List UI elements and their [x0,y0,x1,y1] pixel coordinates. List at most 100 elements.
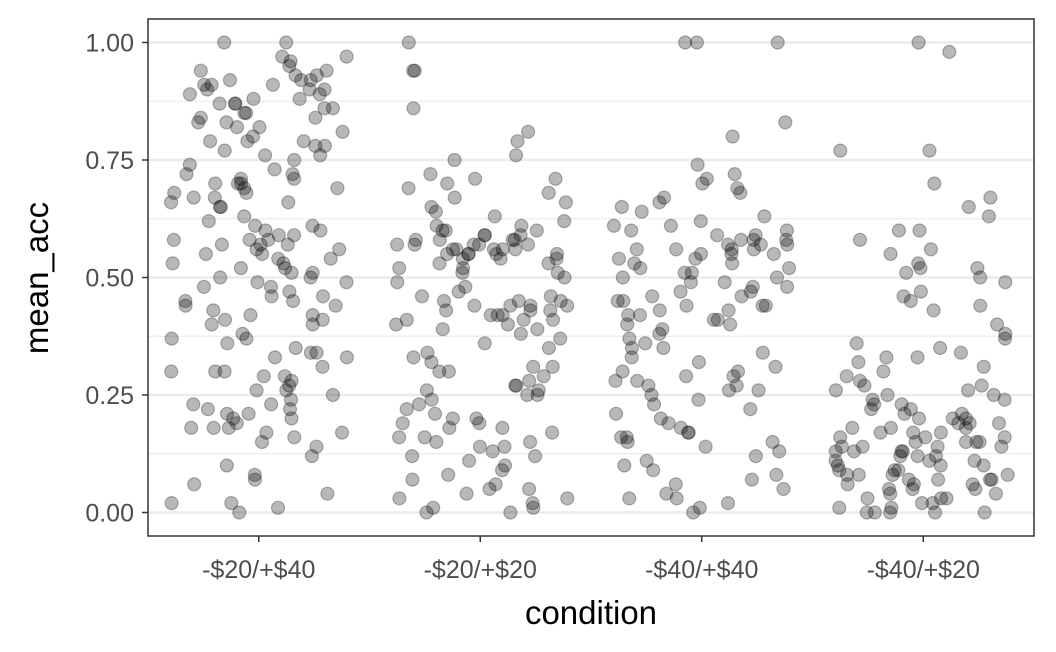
data-point [678,369,694,384]
data-point [237,209,252,224]
data-point [247,472,263,487]
data-point [213,199,228,215]
data-point [928,449,944,464]
data-point [974,378,989,393]
data-point [228,96,243,111]
data-point [432,232,447,247]
data-point [277,369,292,384]
data-point [525,496,540,511]
data-point [855,439,870,454]
data-point [954,406,970,421]
data-point [217,143,232,158]
data-point [317,138,332,153]
data-point [681,425,696,440]
data-point [278,261,293,276]
data-point [271,228,286,243]
data-point [828,453,843,468]
data-point [709,228,725,243]
data-point [733,232,749,247]
data-point [234,176,249,191]
data-point [721,303,736,318]
data-point [288,340,303,356]
data-point [507,232,522,247]
data-point [263,279,279,294]
data-point [997,430,1012,445]
data-point [445,242,460,257]
data-point [690,157,705,172]
data-point [200,82,215,97]
data-point [389,317,404,332]
data-point [186,397,201,412]
data-point [495,308,510,323]
data-point [206,420,221,435]
data-point [224,496,239,511]
data-point [726,369,741,384]
data-point [698,439,713,454]
data-point [548,171,563,186]
data-point [196,279,211,294]
data-point [780,237,795,252]
data-point [755,345,770,360]
data-point [543,303,558,318]
data-point [939,491,954,506]
data-point [309,345,324,360]
data-point [493,251,508,266]
data-point [729,378,744,393]
data-point [317,101,332,116]
data-point [520,387,535,403]
data-point [284,373,299,388]
data-point [624,223,639,238]
data-point [186,190,201,205]
data-point [303,72,318,88]
data-point [424,199,439,215]
y-tick-label: 0.00 [85,500,134,528]
y-tick-label: 0.75 [85,147,134,175]
data-point [766,246,781,262]
data-point [914,496,930,511]
data-point [834,439,850,454]
data-point [630,373,645,388]
data-point [264,397,279,412]
data-point [684,265,700,280]
data-point [659,486,674,501]
data-point [903,293,919,309]
data-point [541,185,556,200]
data-point [545,312,561,327]
data-point [217,312,233,327]
data-point [882,505,898,520]
data-point [661,416,676,431]
data-point [203,134,218,149]
data-point [910,350,925,365]
data-point [669,242,684,257]
data-point [962,416,977,431]
data-point [560,298,575,313]
data-point [200,402,215,417]
data-point [976,458,991,473]
data-point [833,430,848,445]
data-point [899,265,914,280]
data-point [720,496,736,511]
data-point [392,430,407,445]
data-point [976,359,991,374]
data-point [232,505,247,520]
data-point [724,256,740,271]
data-point [734,289,749,304]
data-point [634,204,649,219]
data-point [339,350,354,365]
data-point [656,340,671,356]
data-point [560,491,575,506]
data-point [424,392,439,407]
data-point [852,373,868,388]
data-point [967,453,982,468]
data-point [485,444,500,459]
data-point [264,289,279,304]
data-point [245,129,261,144]
data-point [167,185,182,200]
data-point [849,336,864,351]
data-point [279,383,294,398]
data-point [691,392,706,407]
data-point [755,298,770,313]
data-point [315,312,330,327]
data-point [994,439,1009,454]
y-tick-label: 1.00 [85,30,134,58]
